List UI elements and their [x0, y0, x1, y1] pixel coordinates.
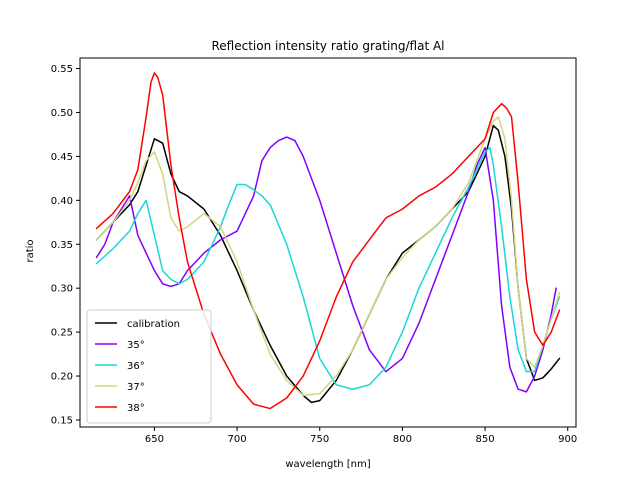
x-tick-label: 850 [476, 434, 495, 445]
y-axis-label: ratio [25, 239, 36, 262]
plot-frame [79, 57, 577, 428]
x-axis: 650 700 750 800 850 900 [145, 427, 577, 445]
legend-entry: calibration [127, 319, 180, 330]
series-line-1 [95, 136, 557, 393]
legend-box [86, 309, 212, 424]
y-tick-label: 0.35 [51, 240, 73, 251]
legend-entry: 38° [127, 403, 145, 414]
x-axis-label: wavelength [nm] [285, 459, 370, 470]
series-line-2 [95, 146, 561, 390]
series-line-3 [95, 116, 561, 397]
y-tick-label: 0.15 [51, 415, 73, 426]
y-tick-label: 0.55 [51, 64, 73, 75]
y-tick-label: 0.20 [51, 372, 73, 383]
x-tick-label: 700 [228, 434, 247, 445]
legend-entry: 35° [127, 340, 145, 351]
x-tick-label: 900 [558, 434, 577, 445]
y-tick-label: 0.45 [51, 152, 73, 163]
y-tick-label: 0.30 [51, 284, 73, 295]
series-line-0 [95, 124, 561, 404]
series-layer [95, 72, 561, 410]
series-line-4 [95, 72, 561, 410]
legend: calibration 35° 36° 37° 38° [86, 309, 212, 424]
y-tick-label: 0.50 [51, 108, 73, 119]
x-tick-label: 650 [145, 434, 164, 445]
legend-entry: 37° [127, 382, 145, 393]
x-tick-label: 750 [310, 434, 329, 445]
y-tick-label: 0.25 [51, 328, 73, 339]
x-tick-label: 800 [393, 434, 412, 445]
chart-title: Reflection intensity ratio grating/flat … [211, 39, 444, 53]
y-tick-label: 0.40 [51, 196, 73, 207]
y-axis: 0.15 0.20 0.25 0.30 0.35 0.40 0.45 0.50 0.55 [51, 64, 80, 426]
legend-entry: 36° [127, 361, 145, 372]
